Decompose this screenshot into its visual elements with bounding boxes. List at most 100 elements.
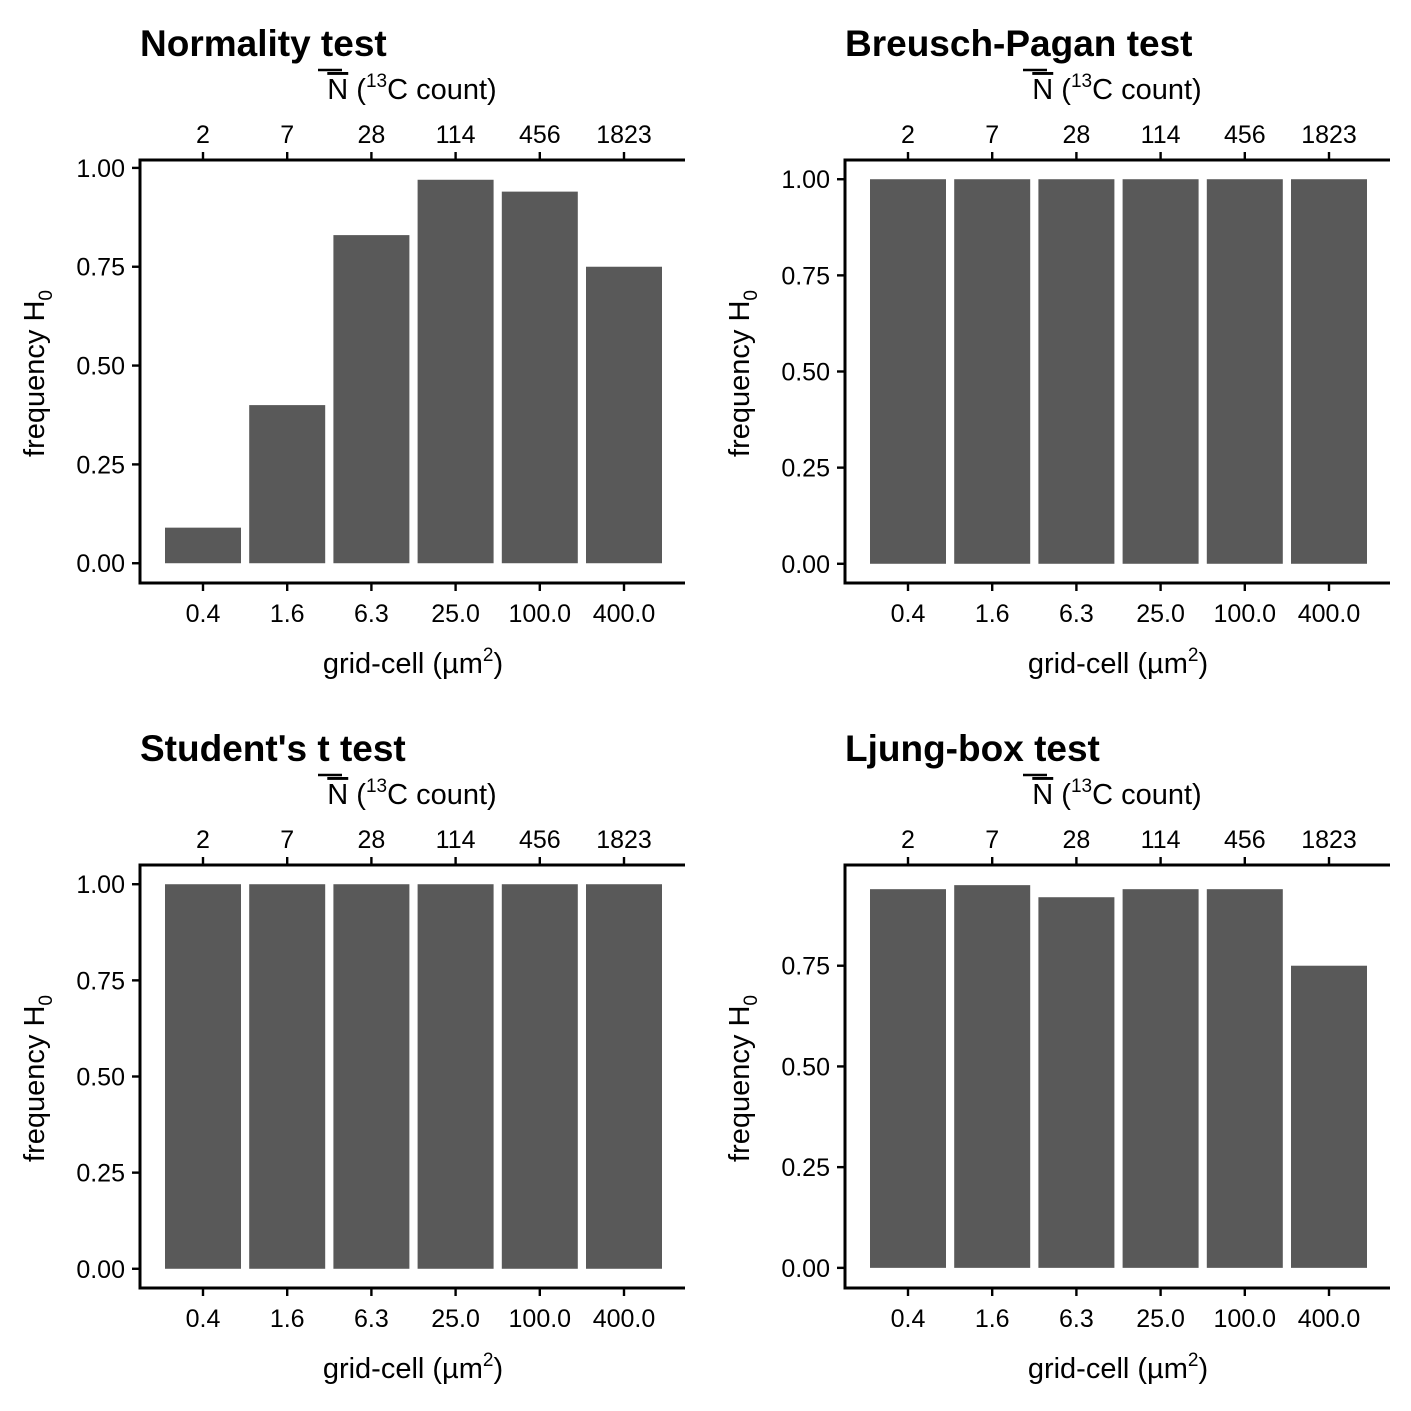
x-tick-label: 6.3 <box>1059 600 1094 628</box>
x-tick-label: 1.6 <box>975 600 1010 628</box>
top-x-tick-label: 114 <box>436 121 476 149</box>
bar <box>954 885 1031 1268</box>
x-tick-label: 100.0 <box>1214 600 1277 628</box>
x-tick-label: 400.0 <box>593 600 656 628</box>
y-tick-label: 0.00 <box>781 1255 830 1283</box>
top-axis-label: N (13C count) <box>327 71 496 106</box>
top-x-tick-label: 114 <box>436 826 476 854</box>
chart-title: Student's t test <box>140 728 406 769</box>
chart-panel-normality: Normality test N (13C count) grid-cell (µm… <box>19 23 685 680</box>
y-tick-label: 0.50 <box>76 1064 125 1092</box>
bar <box>1291 965 1367 1268</box>
top-axis-label: N (13C count) <box>1032 776 1201 811</box>
x-tick-label: 25.0 <box>1136 1305 1185 1333</box>
top-x-tick-label: 1823 <box>596 121 652 149</box>
top-x-tick-label: 1823 <box>596 826 652 854</box>
top-x-tick-label: 456 <box>1224 121 1266 149</box>
top-x-tick-label: 28 <box>1062 121 1090 149</box>
bar <box>1038 179 1115 564</box>
x-axis-label: grid-cell (µm2) <box>1028 1350 1208 1385</box>
top-x-tick-label: 7 <box>985 121 999 149</box>
x-tick-label: 400.0 <box>1298 1305 1361 1333</box>
x-tick-label: 1.6 <box>270 1305 305 1333</box>
y-tick-label: 0.50 <box>781 359 830 387</box>
x-tick-label: 6.3 <box>1059 1305 1094 1333</box>
bar <box>249 884 326 1269</box>
x-tick-label: 1.6 <box>270 600 305 628</box>
x-tick-label: 25.0 <box>1136 600 1185 628</box>
bar <box>165 884 241 1269</box>
top-x-tick-label: 1823 <box>1301 826 1357 854</box>
bar <box>870 179 946 564</box>
x-tick-label: 100.0 <box>1214 1305 1277 1333</box>
bar <box>586 266 662 564</box>
bar <box>586 884 662 1269</box>
bar <box>1038 897 1115 1268</box>
top-x-tick-label: 456 <box>519 121 561 149</box>
x-tick-label: 6.3 <box>354 1305 389 1333</box>
x-tick-label: 25.0 <box>431 600 480 628</box>
y-tick-label: 0.25 <box>781 455 830 483</box>
top-x-tick-label: 2 <box>901 826 915 854</box>
top-x-tick-label: 456 <box>1224 826 1266 854</box>
bar <box>954 179 1031 564</box>
bar <box>417 179 494 564</box>
bar <box>1206 179 1283 564</box>
x-tick-label: 400.0 <box>1298 600 1361 628</box>
top-x-tick-label: 28 <box>357 826 385 854</box>
y-tick-label: 1.00 <box>76 871 125 899</box>
top-x-tick-label: 114 <box>1141 121 1181 149</box>
bar <box>870 889 946 1268</box>
chart-title: Normality test <box>140 23 387 64</box>
chart-panel-students-t: Student's t test N (13C count) grid-cell (… <box>19 728 685 1385</box>
x-tick-label: 100.0 <box>509 1305 572 1333</box>
chart-panel-ljung-box: Ljung-box test N (13C count) grid-cell (µm… <box>724 728 1390 1385</box>
top-x-tick-label: 2 <box>901 121 915 149</box>
y-tick-label: 1.00 <box>781 166 830 194</box>
top-x-tick-label: 456 <box>519 826 561 854</box>
x-tick-label: 0.4 <box>186 1305 221 1333</box>
top-x-tick-label: 7 <box>280 826 294 854</box>
y-tick-label: 0.50 <box>76 353 125 381</box>
x-tick-label: 0.4 <box>891 600 926 628</box>
bar <box>1122 179 1199 564</box>
bar <box>165 527 241 564</box>
top-x-tick-label: 114 <box>1141 826 1181 854</box>
bar <box>249 405 326 564</box>
top-x-tick-label: 2 <box>196 826 210 854</box>
top-x-tick-label: 28 <box>357 121 385 149</box>
chart-panel-breusch-pagan: Breusch-Pagan test N (13C count) grid-cell… <box>724 23 1390 680</box>
top-x-tick-label: 1823 <box>1301 121 1357 149</box>
bar <box>1206 889 1283 1268</box>
x-tick-label: 6.3 <box>354 600 389 628</box>
chart-title: Breusch-Pagan test <box>845 23 1193 64</box>
y-tick-label: 0.75 <box>781 262 830 290</box>
bar <box>1291 179 1367 564</box>
y-tick-label: 0.75 <box>781 953 830 981</box>
x-axis-label: grid-cell (µm2) <box>1028 645 1208 680</box>
y-axis-label: frequency H0 <box>19 290 57 457</box>
bar <box>417 884 494 1269</box>
x-tick-label: 100.0 <box>509 600 572 628</box>
bar <box>1122 889 1199 1268</box>
y-axis-label: frequency H0 <box>724 290 762 457</box>
top-x-tick-label: 28 <box>1062 826 1090 854</box>
bar <box>501 191 578 564</box>
y-axis-label: frequency H0 <box>724 995 762 1162</box>
x-tick-label: 25.0 <box>431 1305 480 1333</box>
y-tick-label: 0.25 <box>76 1160 125 1188</box>
top-x-tick-label: 2 <box>196 121 210 149</box>
y-tick-label: 0.50 <box>781 1053 830 1081</box>
x-axis-label: grid-cell (µm2) <box>323 645 503 680</box>
y-axis-label: frequency H0 <box>19 995 57 1162</box>
top-x-tick-label: 7 <box>280 121 294 149</box>
bar <box>333 884 410 1269</box>
y-tick-label: 0.00 <box>76 550 125 578</box>
y-tick-label: 0.25 <box>781 1154 830 1182</box>
top-axis-label: N (13C count) <box>1032 71 1201 106</box>
x-axis-label: grid-cell (µm2) <box>323 1350 503 1385</box>
y-tick-label: 0.00 <box>76 1256 125 1284</box>
x-tick-label: 400.0 <box>593 1305 656 1333</box>
y-tick-label: 0.75 <box>76 254 125 282</box>
x-tick-label: 0.4 <box>186 600 221 628</box>
